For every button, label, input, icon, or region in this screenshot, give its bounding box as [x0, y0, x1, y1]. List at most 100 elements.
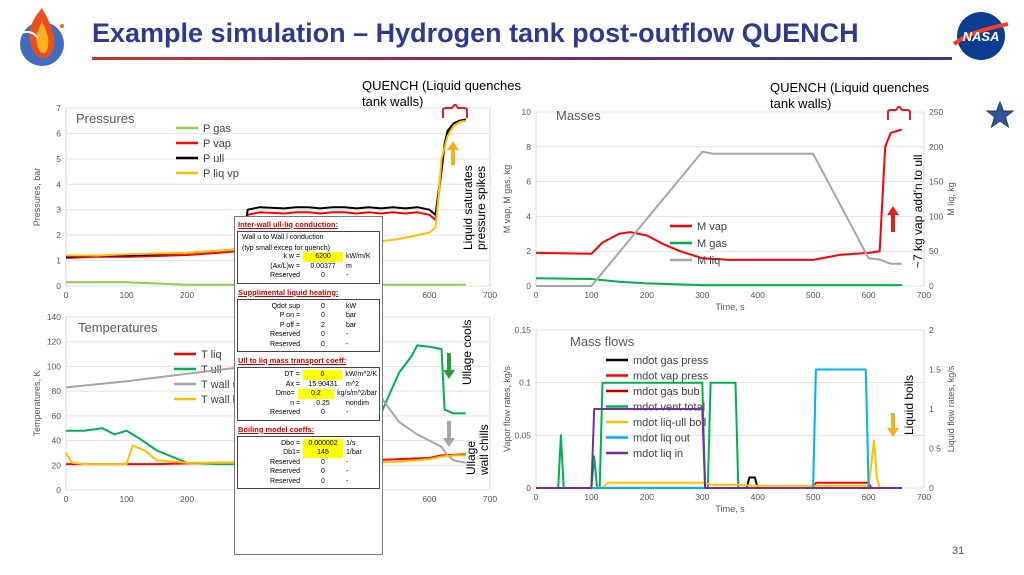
- x-tick-label: 0: [64, 290, 69, 300]
- y-tick-label: 0: [526, 281, 531, 291]
- y-tick-label: 8: [526, 142, 531, 152]
- y-tick-label: 0: [56, 281, 61, 291]
- coef-label: P on =: [279, 312, 300, 319]
- y-tick-label: 4: [526, 211, 531, 221]
- slide-title: Example simulation – Hydrogen tank post-…: [92, 18, 859, 48]
- y2-tick-label: 50: [929, 246, 939, 256]
- legend-label: T liq: [201, 349, 222, 361]
- y-tick-label: 2: [56, 230, 61, 240]
- legend-label: M gas: [697, 238, 727, 250]
- x-tick-label: 100: [584, 290, 598, 300]
- coef-unit: 1/bar: [346, 449, 362, 456]
- x-axis-label: Time, s: [715, 504, 745, 514]
- y-axis-label: Vapor flow rates, kg/s: [502, 366, 512, 452]
- legend-label: mdot gas bub: [633, 386, 700, 398]
- coef-row: P off = 2 bar: [240, 321, 377, 331]
- coef-unit: -: [346, 331, 349, 338]
- y2-tick-label: 150: [929, 177, 943, 187]
- coef-unit: -: [346, 468, 349, 475]
- coef-label: (Ax/L)w =: [270, 262, 300, 270]
- coef-unit: kg/s/m^2/bar: [337, 390, 377, 397]
- legend-label: M vap: [697, 221, 727, 233]
- y-tick-label: 6: [526, 177, 531, 187]
- coef-unit: bar: [346, 312, 357, 319]
- chart-title: Masses: [556, 108, 601, 123]
- coef-row: n = 0.25 nondim: [240, 399, 377, 409]
- title-underline: [92, 57, 952, 60]
- inter-wall-line2: (typ small excep for quench): [242, 245, 330, 252]
- coef-label: Reserved: [270, 477, 300, 485]
- y-tick-label: 120: [47, 337, 61, 347]
- legend-label: P vap: [203, 138, 231, 150]
- boiling-section: Dbo = 0.000002 1/s Db1= 145 1/bar Reserved 0- Re…: [237, 435, 380, 489]
- x-tick-label: 0: [534, 290, 539, 300]
- coef-row: Reserved 0 -: [240, 477, 377, 487]
- coef-row: Reserved 0 -: [240, 408, 377, 418]
- y-tick-label: 0.15: [514, 325, 531, 335]
- coef-value: 6200: [303, 252, 343, 262]
- x-tick-label: 100: [119, 494, 133, 504]
- quench-right-annotation: QUENCH (Liquid quenches tank walls): [770, 80, 929, 111]
- legend-label: mdot liq in: [633, 448, 683, 460]
- coef-value: 0: [321, 340, 325, 348]
- coef-unit: -: [346, 458, 349, 466]
- coef-unit: m^2: [346, 380, 360, 388]
- x-tick-label: 200: [640, 290, 654, 300]
- quench-right-bracket: [887, 106, 911, 120]
- coef-unit: -: [346, 272, 349, 279]
- y2-tick-label: 200: [929, 142, 943, 152]
- coef-unit: 1/s: [346, 439, 356, 447]
- flame-logo: [19, 8, 64, 66]
- y2-tick-label: 2: [929, 325, 934, 335]
- legend-label: M liq: [697, 255, 720, 267]
- coef-value: 0: [321, 409, 325, 416]
- coef-row: Reserved 0 -: [240, 330, 377, 340]
- y-tick-label: 5: [56, 154, 61, 164]
- coef-row: (Ax/L)w = 0.00377 m: [240, 262, 377, 272]
- coef-label: Reserved: [270, 458, 300, 466]
- coef-label: Ax =: [285, 380, 300, 388]
- series-line-mdot-liq-ull-boil: [536, 439, 902, 489]
- coef-row: Ax = 15.90431 m^2: [240, 380, 377, 390]
- y-tick-label: 60: [52, 411, 62, 421]
- x-tick-label: 700: [483, 290, 497, 300]
- y-tick-label: 6: [56, 128, 61, 138]
- coef-label: k w =: [283, 253, 300, 260]
- y2-tick-label: 0: [929, 483, 934, 493]
- coef-value: 145: [303, 448, 343, 458]
- series-line-m-liq: [536, 150, 902, 287]
- x-tick-label: 600: [422, 290, 436, 300]
- ullage-chills-annotation: Ullage wall chills: [464, 424, 491, 475]
- coef-unit: m: [346, 262, 352, 270]
- x-tick-label: 700: [917, 492, 931, 502]
- coef-row: Dmo= 0.2 kg/s/m^2/bar: [240, 389, 377, 399]
- coef-row: k w = 6200 kW/m/K: [240, 252, 377, 262]
- coef-label: Reserved: [270, 331, 300, 338]
- x-tick-label: 500: [806, 492, 820, 502]
- y-axis-label: Temperatures, K: [32, 370, 42, 436]
- y2-tick-label: 0.5: [929, 444, 941, 454]
- series-line-m-vap: [535, 128, 903, 261]
- y2-tick-label: 100: [929, 211, 943, 221]
- coef-unit: bar: [346, 321, 357, 329]
- legend-label: T wall u: [201, 379, 239, 391]
- y-tick-label: 140: [47, 312, 61, 322]
- chart-title: Mass flows: [570, 334, 635, 349]
- x-tick-label: 700: [917, 290, 931, 300]
- coef-row: Reserved 0 -: [240, 340, 377, 350]
- coef-label: Dbo =: [281, 439, 300, 447]
- legend-label: mdot liq-ull boil: [633, 417, 706, 429]
- y-tick-label: 1: [56, 256, 61, 266]
- x-tick-label: 700: [483, 494, 497, 504]
- y2-axis-label: Liquid flow rates, kg/s: [946, 365, 956, 452]
- coef-value: 0.2: [297, 389, 335, 399]
- supplemental-section: Qdot sup 0 kW P on = 0 bar P off = 2 bar Reserved…: [237, 298, 380, 352]
- x-tick-label: 0: [64, 494, 69, 504]
- legend-label: mdot vent total: [633, 402, 705, 414]
- coef-label: Reserved: [270, 468, 300, 475]
- star-icon: [985, 100, 1015, 129]
- y-tick-label: 80: [52, 386, 62, 396]
- legend-label: P liq vp: [203, 168, 239, 180]
- legend-label: mdot vap press: [633, 371, 709, 383]
